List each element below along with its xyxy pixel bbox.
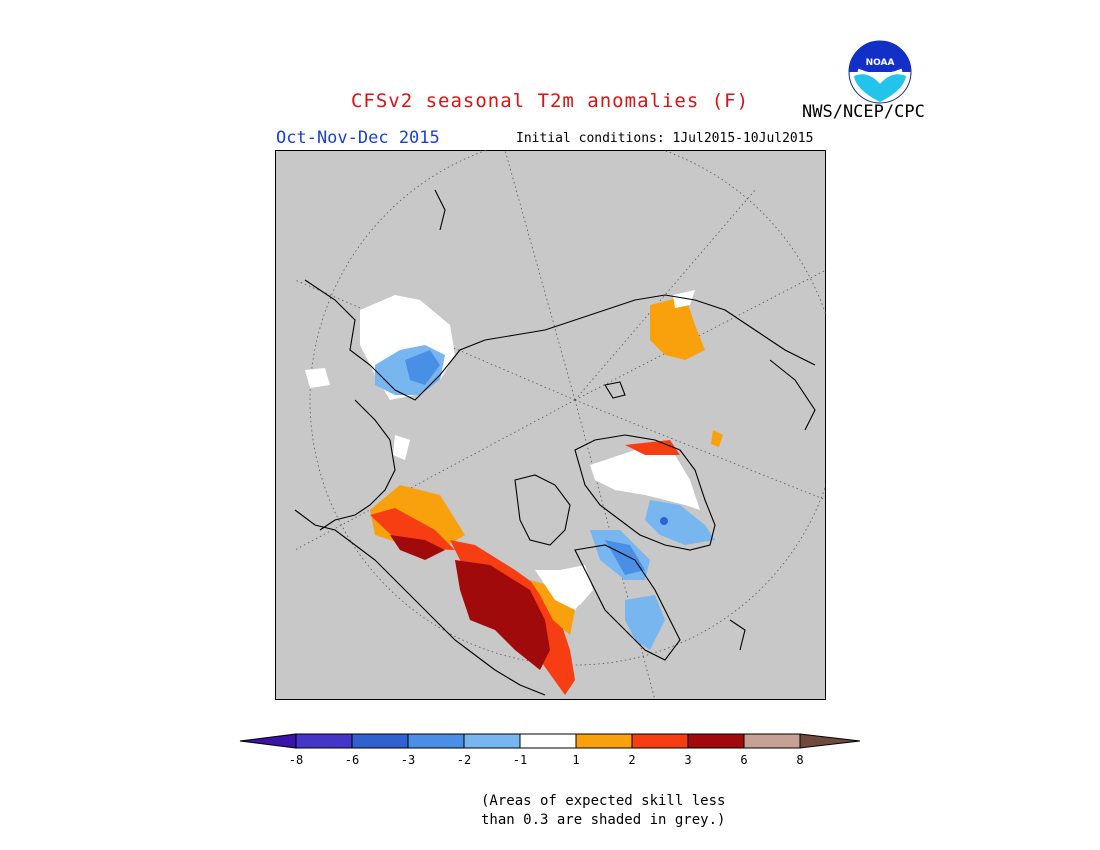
- skill-note: (Areas of expected skill less than 0.3 a…: [481, 792, 725, 830]
- colorbar-bin-6: [575, 733, 633, 749]
- season-label: Oct-Nov-Dec 2015: [276, 128, 440, 148]
- colorbar-bin-3: [407, 733, 465, 749]
- color-scale-bar: -8 -6 -3 -2 -1 1 2 3 6 8: [239, 733, 861, 767]
- coastlines: [294, 189, 816, 696]
- colorbar-label: -2: [457, 753, 471, 767]
- agency-label: NWS/NCEP/CPC: [802, 102, 925, 122]
- chart-title: CFSv2 seasonal T2m anomalies (F): [350, 90, 750, 112]
- colorbar-label: 1: [572, 753, 579, 767]
- colorbar-label: -8: [289, 753, 303, 767]
- initial-conditions-label: Initial conditions: 1Jul2015-10Jul2015: [516, 131, 814, 146]
- graticule: [294, 150, 826, 700]
- noaa-logo: NOAA: [848, 40, 912, 104]
- colorbar-bin-4: [463, 733, 521, 749]
- anomaly-region-siberia: [650, 290, 723, 447]
- colorbar-label: -3: [401, 753, 415, 767]
- colorbar-bin-9: [743, 733, 801, 749]
- colorbar-bin-10: [799, 733, 861, 749]
- anomaly-region-alaska: [370, 485, 590, 695]
- colorbar-bin-7: [631, 733, 689, 749]
- colorbar-bin-8: [687, 733, 745, 749]
- colorbar-bin-0: [239, 733, 297, 749]
- colorbar-bin-5: [519, 733, 577, 749]
- colorbar-label: -6: [345, 753, 359, 767]
- colorbar-label: 6: [740, 753, 747, 767]
- logo-text: NOAA: [866, 58, 895, 68]
- skill-note-line-2: than 0.3 are shaded in grey.): [481, 812, 726, 828]
- anomaly-region-europe: [305, 295, 455, 460]
- polar-map: [275, 150, 826, 700]
- colorbar-label: 2: [628, 753, 635, 767]
- colorbar-label: -1: [513, 753, 527, 767]
- colorbar-bin-2: [351, 733, 409, 749]
- colorbar-label: 8: [796, 753, 803, 767]
- colorbar-bin-1: [295, 733, 353, 749]
- skill-note-line-1: (Areas of expected skill less: [481, 793, 726, 809]
- colorbar-label: 3: [684, 753, 691, 767]
- anomaly-region-greenland: [560, 440, 715, 650]
